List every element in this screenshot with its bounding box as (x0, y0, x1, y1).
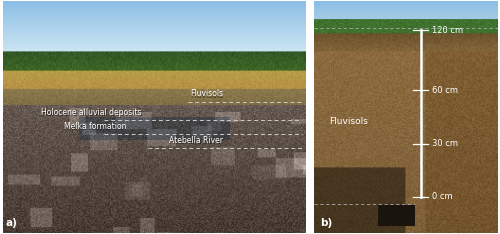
Text: Fluvisols: Fluvisols (190, 91, 224, 100)
Text: 30 cm: 30 cm (432, 139, 458, 148)
Text: b): b) (320, 218, 332, 228)
Text: Fluvisols: Fluvisols (190, 89, 223, 99)
Text: Fluvisols: Fluvisols (329, 117, 368, 126)
Text: 60 cm: 60 cm (432, 86, 458, 95)
Text: 120 cm: 120 cm (432, 26, 462, 35)
Text: Melka formation: Melka formation (64, 122, 126, 131)
Text: Holocene alluvial deposits: Holocene alluvial deposits (41, 108, 141, 117)
Text: a): a) (6, 218, 18, 228)
Text: Atebella River: Atebella River (170, 137, 224, 146)
Text: 0 cm: 0 cm (432, 192, 452, 201)
Text: Holocene alluvial deposits: Holocene alluvial deposits (42, 109, 142, 118)
Text: Atebella River: Atebella River (169, 136, 223, 145)
Text: Melka formation: Melka formation (64, 123, 127, 132)
